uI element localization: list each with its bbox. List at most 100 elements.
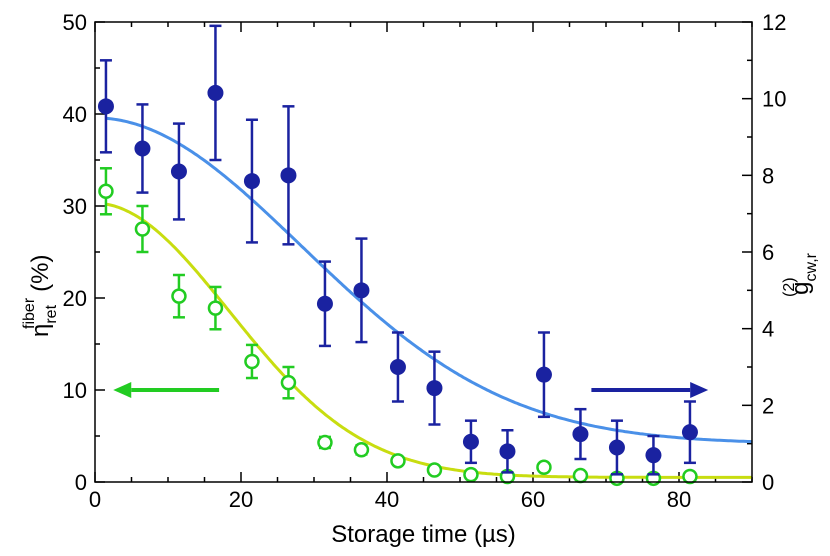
y-left-tick-label: 50 [63,10,87,35]
g2-marker [681,424,698,441]
y-axis-right-label: gcw,r (2) [781,252,820,297]
g2-marker [426,380,443,397]
plot-frame [94,21,753,483]
efficiency-point [317,434,333,451]
y-right-tick-label: 12 [762,10,786,35]
g2-marker [572,426,589,443]
g2-point [353,237,370,344]
data-points [97,24,698,487]
g2-point [535,331,552,419]
efficiency-point [682,468,698,485]
right-arrow-head [690,382,709,398]
g2-point [608,419,625,476]
g2-point [316,260,333,348]
y-right-tick-label: 4 [762,317,774,342]
g2-marker [608,439,625,456]
g2-marker [645,447,662,464]
x-axis-label: Storage time (µs) [331,521,516,548]
y-right-tick-label: 2 [762,393,774,418]
g2-point [97,59,114,154]
g2-point [426,350,443,426]
efficiency-point [207,285,224,331]
efficiency-marker [317,434,333,451]
y-right-subscript: cw,r [803,252,820,281]
y-left-tick-label: 20 [63,286,87,311]
y-right-superscript: (2) [781,277,798,297]
y-left-symbol: η [27,324,54,337]
y-left-unit: (%) [27,255,54,292]
y-left-tick-label: 0 [75,470,87,495]
efficiency-marker [682,468,698,485]
g2-marker [353,282,370,299]
efficiency-marker [98,183,114,200]
efficiency-point [353,442,370,458]
g2-point [134,103,151,194]
efficiency-marker [390,453,406,469]
efficiency-point [280,365,297,400]
efficiency-point [134,204,151,254]
g2-marker [134,140,151,157]
efficiency-point [390,453,406,469]
left-arrow-head [113,382,132,398]
y-right-tick-label: 10 [762,87,786,112]
g2-marker [170,163,187,180]
g2-marker [389,359,406,375]
left-arrow [113,382,220,398]
y-left-tick-label: 30 [63,194,87,219]
g2-point [243,118,260,244]
x-tick-label: 80 [667,487,691,512]
efficiency-point [98,167,114,216]
g2-point [645,434,662,476]
g2-marker [243,173,260,190]
y-right-tick-label: 6 [762,240,774,265]
right-arrow [591,382,709,398]
g2-point [499,429,516,474]
y-axis-left-label: ηret fiber (%) [21,255,60,337]
g2-marker [499,443,516,460]
efficiency-marker [572,467,589,484]
g2-marker [97,98,114,115]
efficiency-marker [426,462,443,478]
efficiency-marker [244,353,260,370]
efficiency-marker [171,288,187,304]
g2-fit-curve [105,116,753,444]
efficiency-marker [536,459,552,476]
g2-point [170,122,187,221]
y-right-tick-label: 0 [762,470,774,495]
g2-marker [207,84,224,101]
g2-point [681,400,698,465]
y-left-tick-label: 10 [63,378,87,403]
g2-point [462,419,479,465]
efficiency-point [463,466,479,483]
g2-marker [462,433,479,450]
efficiency-marker [280,374,297,391]
y-left-subscript: ret [43,304,60,323]
efficiency-point [572,467,589,484]
efficiency-point [171,273,187,319]
direction-arrows [113,382,709,398]
efficiency-point [426,462,443,478]
g2-marker [535,366,552,383]
y-left-superscript: fiber [21,297,38,329]
y-right-symbol: g [787,281,814,294]
efficiency-marker [207,300,224,316]
g2-marker [316,295,333,312]
efficiency-marker [134,221,151,237]
y-right-tick-label: 8 [762,163,774,188]
x-tick-label: 0 [89,487,101,512]
g2-point [207,24,224,162]
g2-point [572,407,589,461]
y-left-tick-label: 40 [63,102,87,127]
efficiency-point [536,459,552,476]
efficiency-point [244,343,260,380]
g2-marker [280,167,297,184]
efficiency-marker [353,442,370,458]
x-tick-label: 60 [521,487,545,512]
efficiency-marker [463,466,479,483]
x-tick-label: 40 [375,487,399,512]
x-tick-label: 20 [229,487,253,512]
g2-point [280,105,297,246]
tick-labels: 0 20 40 60 80 0 10 20 30 40 50 0 2 4 6 8 10 12 [63,10,787,512]
tick-marks [94,21,753,483]
